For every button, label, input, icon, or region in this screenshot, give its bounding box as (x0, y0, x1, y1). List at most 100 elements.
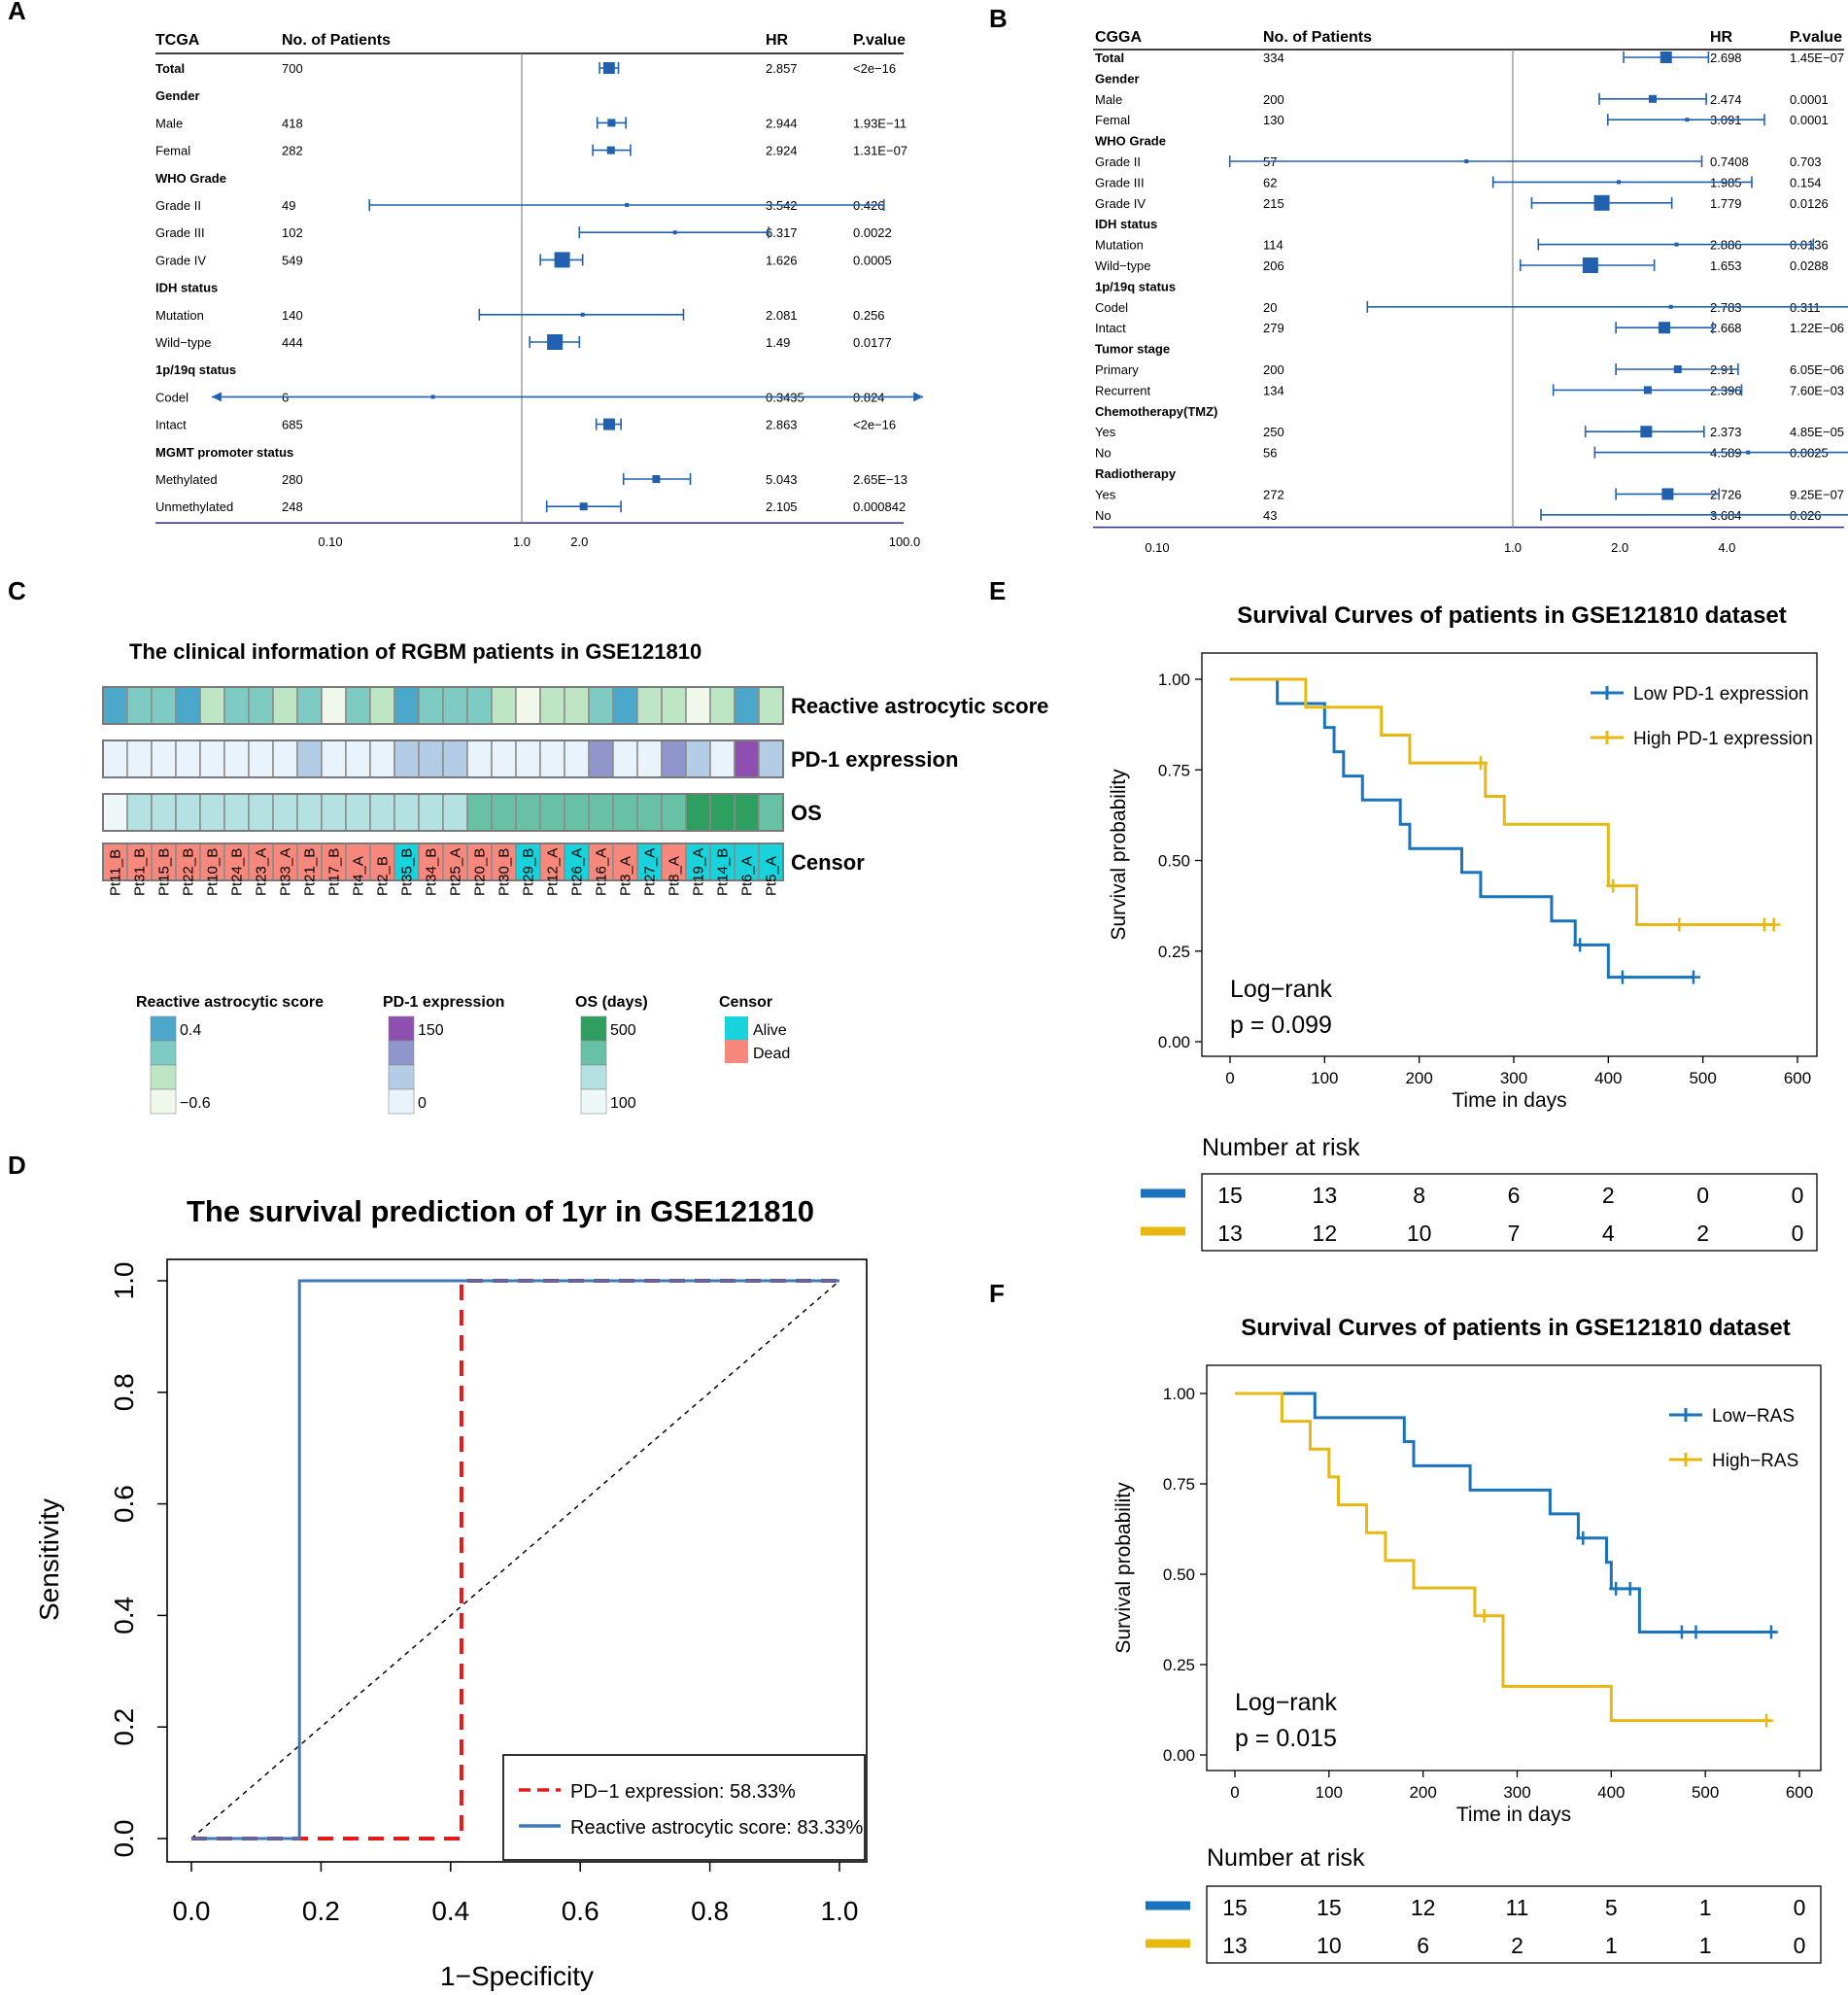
heatmap-cell (369, 843, 395, 881)
subgroup-heading: IDH status (155, 281, 218, 295)
row-pvalue: 9.25E−07 (1790, 487, 1844, 501)
y-tick-label: 0.00 (1158, 1033, 1190, 1051)
row-patient-count: 43 (1263, 508, 1277, 523)
row-patient-count: 114 (1263, 238, 1283, 253)
y-tick-label: 0.75 (1163, 1475, 1195, 1494)
row-label: Methylated (155, 472, 218, 487)
legend-title: Reactive astrocytic score (136, 994, 324, 1011)
roc-curve-plot: The survival prediction of 1yr in GSE121… (34, 1194, 868, 1991)
heatmap-column-label: Pt34_B (424, 848, 440, 896)
hr-point (1464, 159, 1469, 163)
row-patient-count: 134 (1263, 383, 1284, 397)
heatmap-cell (661, 740, 687, 778)
row-pvalue: 0.703 (1790, 155, 1822, 169)
header-patients: No. of Patients (282, 32, 391, 49)
row-hr-value: 2.373 (1710, 425, 1742, 439)
heatmap-cell (612, 686, 638, 725)
heatmap-cell (296, 686, 323, 725)
heatmap-cell (515, 740, 541, 778)
row-pvalue: <2e−16 (853, 418, 896, 432)
km-curve (1230, 677, 1694, 980)
row-pvalue: 0.0001 (1790, 113, 1829, 127)
row-patient-count: 102 (282, 225, 303, 240)
heatmap-cell (151, 686, 177, 725)
y-axis-title: Survival probability (1108, 769, 1130, 941)
hr-point (1746, 450, 1751, 455)
row-pvalue: 0.000842 (853, 499, 906, 514)
heatmap-cell (272, 793, 298, 832)
y-tick-label: 0.75 (1158, 761, 1190, 779)
heatmap-cell (564, 740, 590, 778)
row-pvalue: 0.0005 (853, 253, 892, 267)
heatmap-cell (709, 843, 736, 881)
heatmap-cell (612, 740, 638, 778)
heatmap-row-border (102, 686, 784, 725)
heatmap-column-label: Pt16_A (594, 848, 610, 896)
row-patient-count: 444 (282, 335, 303, 350)
heatmap-cell (418, 740, 444, 778)
row-label: Primary (1095, 362, 1139, 377)
heatmap-cell (442, 793, 468, 832)
legend-color-step (150, 1064, 177, 1090)
heatmap-cell (248, 793, 274, 832)
row-label: Grade III (155, 225, 205, 240)
row-patient-count: 56 (1263, 446, 1277, 461)
legend-low-label: 100 (610, 1095, 636, 1112)
header-pvalue: P.value (1790, 29, 1842, 46)
km-curve (1230, 677, 1774, 927)
row-patient-count: 200 (1263, 362, 1284, 377)
heatmap-column-label: Pt17_B (326, 848, 343, 896)
row-label: Intact (1095, 321, 1126, 335)
y-tick-label: 0.50 (1158, 852, 1190, 871)
hr-point (579, 502, 588, 511)
heatmap-column-label: Pt23_A (254, 848, 270, 896)
legend-category-label: Alive (753, 1022, 787, 1039)
heatmap-cell (564, 793, 590, 832)
row-patient-count: 549 (282, 253, 303, 267)
heatmap-column-label: Pt3_A (618, 856, 634, 896)
heatmap-cell (102, 793, 128, 832)
panel-label-b: B (989, 4, 1008, 33)
row-pvalue: 0.0001 (1790, 92, 1829, 107)
risk-count: 2 (1602, 1183, 1615, 1208)
heatmap-cell (515, 686, 541, 725)
row-patient-count: 130 (1263, 113, 1284, 127)
row-label: Yes (1095, 487, 1116, 501)
row-pvalue: 0.0022 (853, 225, 892, 240)
roc-legend-label: PD−1 expression: 58.33% (570, 1781, 796, 1803)
heatmap-cell (223, 740, 250, 778)
heatmap-cell (394, 740, 420, 778)
logrank-pvalue: p = 0.099 (1230, 1012, 1332, 1039)
row-patient-count: 700 (282, 61, 303, 76)
forest-plot-cgga: CGGA No. of Patients HR P.value Total 334 2.69… (1093, 29, 1848, 555)
heatmap-column-label: Pt19_A (691, 848, 707, 896)
row-hr-value: 2.857 (766, 61, 798, 76)
risk-count: 13 (1217, 1221, 1243, 1246)
heatmap-column-label: Pt31_B (132, 848, 149, 896)
row-hr-value: 2.944 (766, 116, 798, 130)
x-tick-label: 500 (1689, 1069, 1716, 1087)
row-label: Intact (155, 418, 187, 432)
heatmap-cell (321, 793, 347, 832)
legend-color-step (388, 1040, 415, 1066)
row-hr-value: 5.043 (766, 472, 798, 487)
heatmap-row-label: Reactive astrocytic score (791, 694, 1048, 718)
y-tick-label: 0.50 (1163, 1565, 1195, 1584)
y-tick-label: 1.00 (1163, 1385, 1195, 1403)
heatmap-column-label: Pt29_B (521, 848, 537, 896)
row-patient-count: 215 (1263, 196, 1284, 211)
heatmap-cell (272, 686, 298, 725)
hr-point (602, 62, 615, 74)
hr-point (607, 119, 616, 127)
heatmap-cell (175, 843, 201, 881)
row-label: Femal (1095, 113, 1130, 127)
row-label: Codel (1095, 300, 1128, 315)
heatmap-column-label: Pt35_B (399, 848, 416, 896)
header-cohort: TCGA (155, 32, 200, 49)
risk-count: 4 (1602, 1221, 1615, 1246)
x-tick-label: 200 (1405, 1069, 1432, 1087)
panel-label-e: E (989, 576, 1006, 605)
hr-point (1674, 242, 1679, 247)
x-tick-label: 300 (1503, 1783, 1530, 1802)
